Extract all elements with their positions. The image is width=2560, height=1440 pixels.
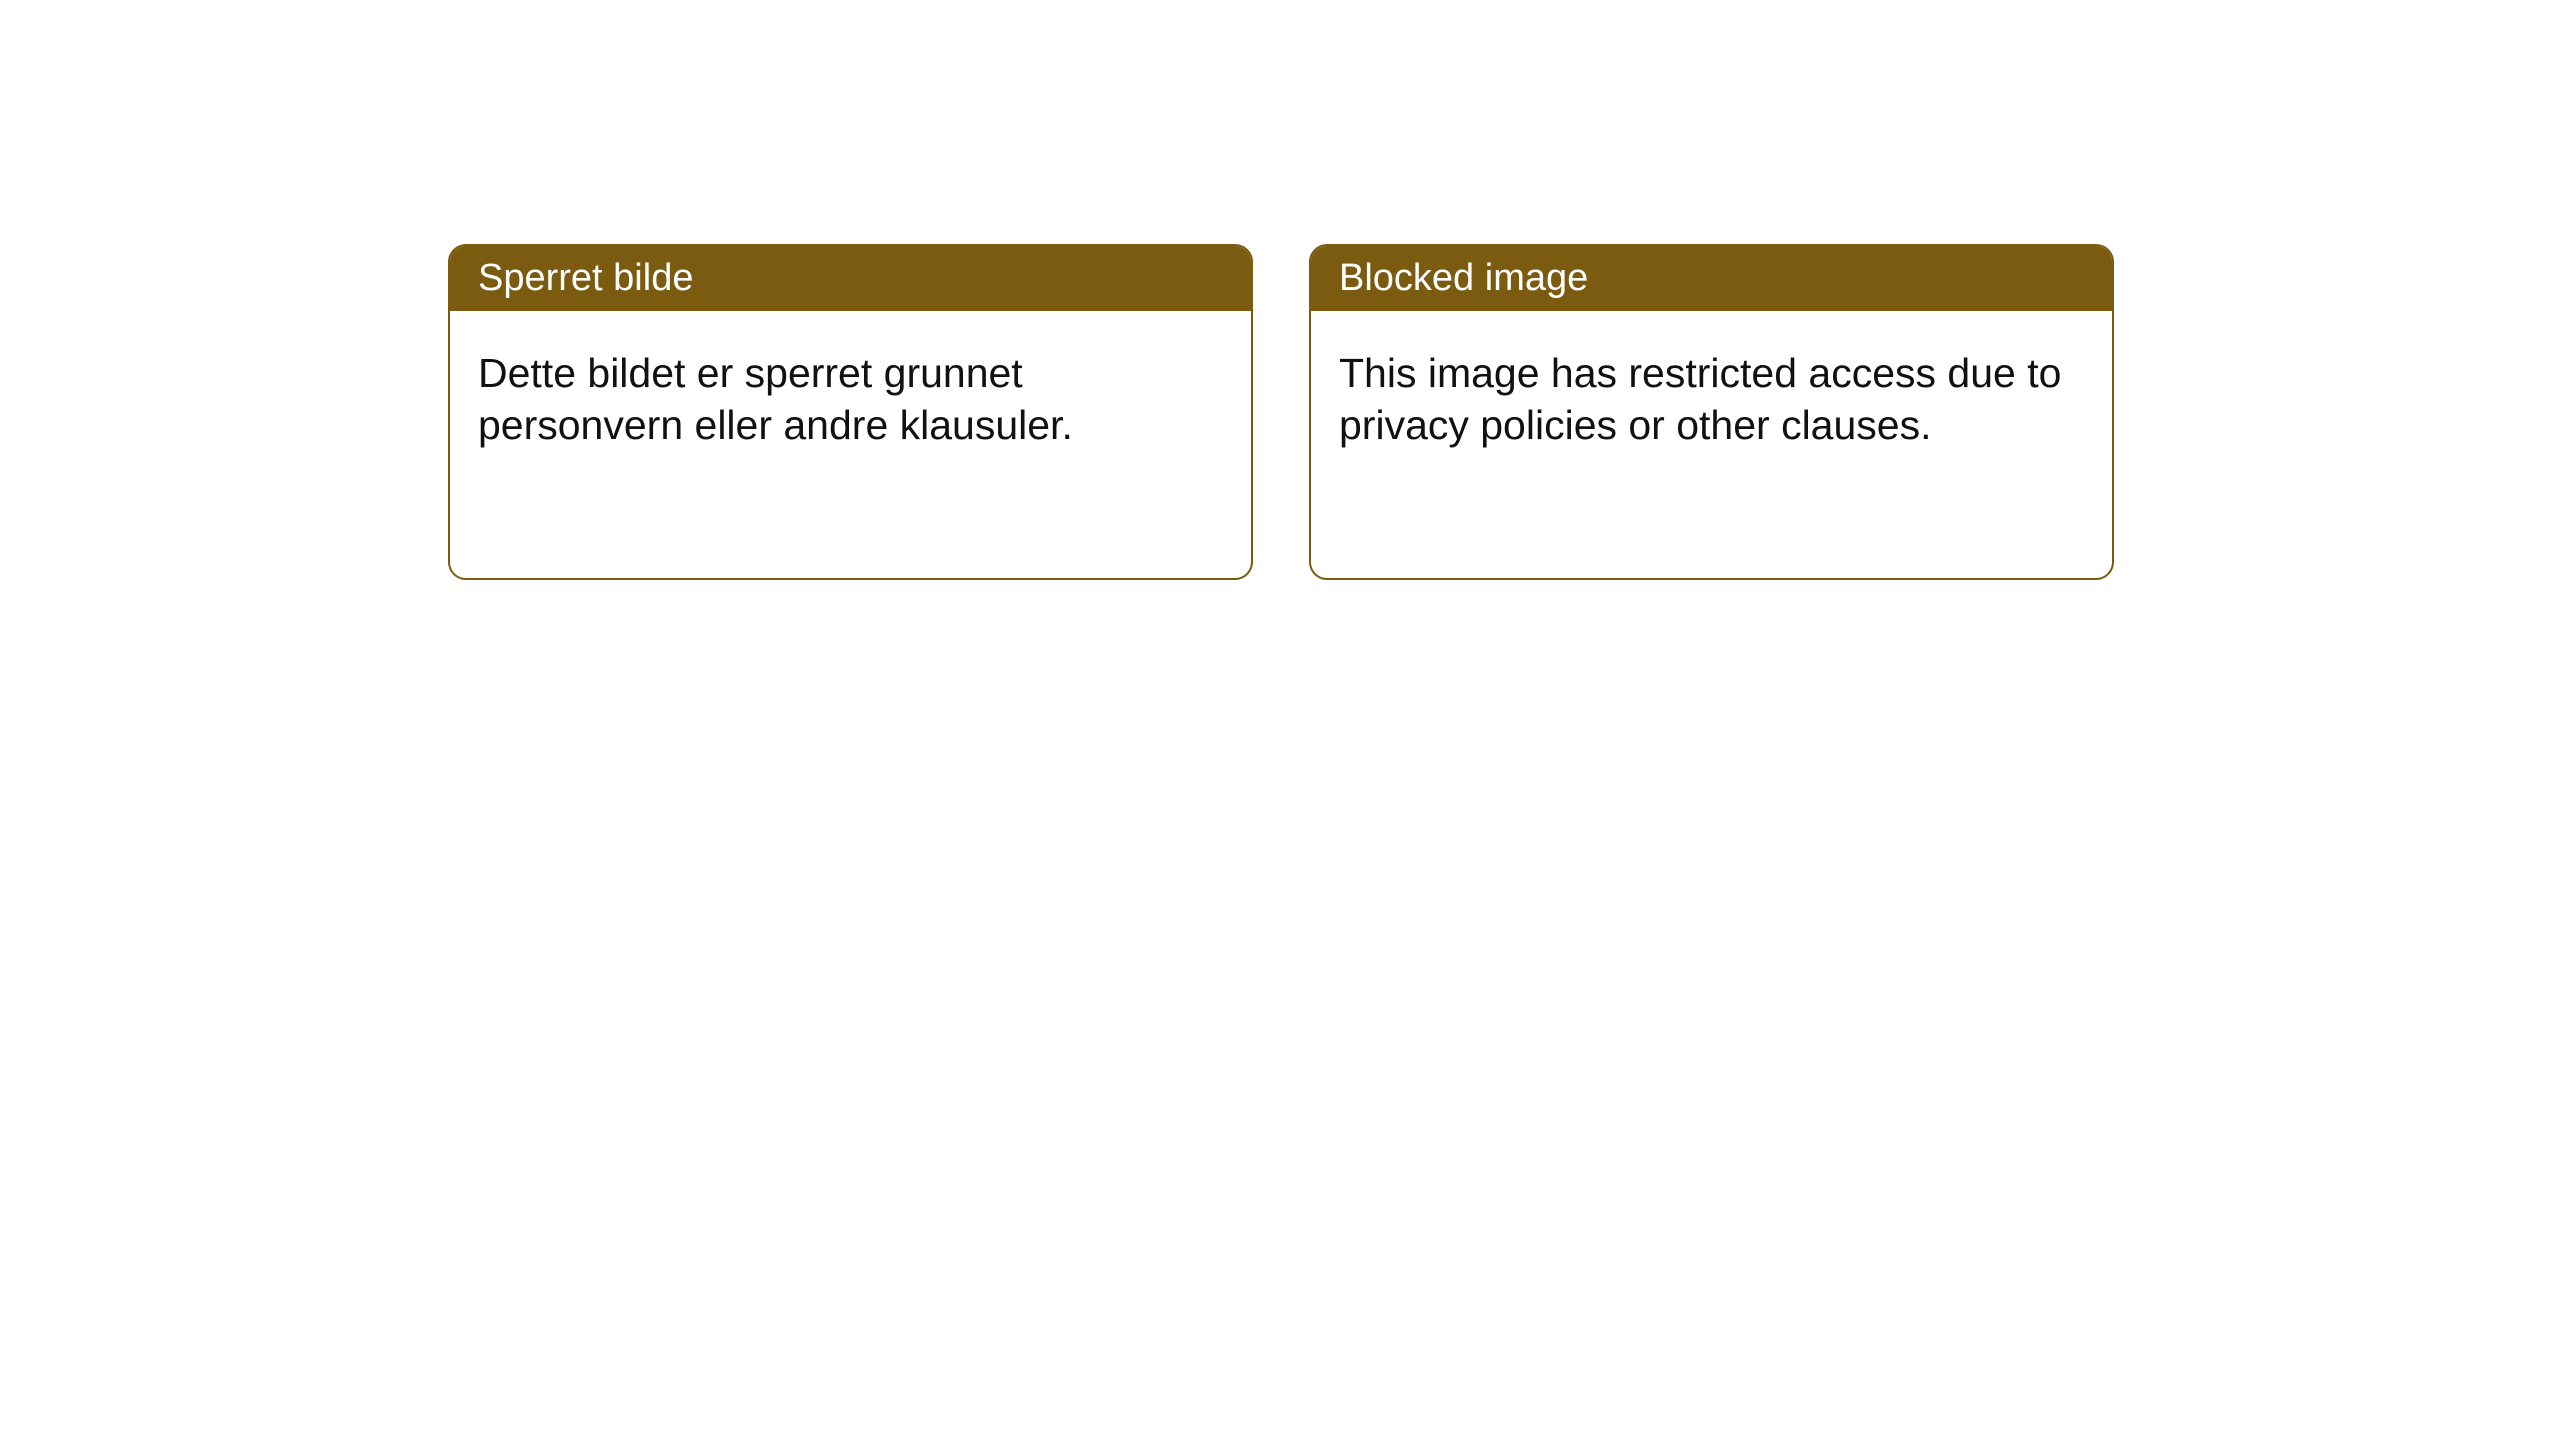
card-body-norwegian: Dette bildet er sperret grunnet personve… xyxy=(450,311,1251,488)
card-container: Sperret bilde Dette bildet er sperret gr… xyxy=(0,0,2560,580)
card-norwegian: Sperret bilde Dette bildet er sperret gr… xyxy=(448,244,1253,580)
card-title-norwegian: Sperret bilde xyxy=(478,257,693,299)
card-body-text-english: This image has restricted access due to … xyxy=(1339,350,2061,448)
card-english: Blocked image This image has restricted … xyxy=(1309,244,2114,580)
card-title-english: Blocked image xyxy=(1339,257,1588,299)
card-header-english: Blocked image xyxy=(1311,246,2112,311)
card-body-english: This image has restricted access due to … xyxy=(1311,311,2112,488)
card-header-norwegian: Sperret bilde xyxy=(450,246,1251,311)
card-body-text-norwegian: Dette bildet er sperret grunnet personve… xyxy=(478,350,1073,448)
